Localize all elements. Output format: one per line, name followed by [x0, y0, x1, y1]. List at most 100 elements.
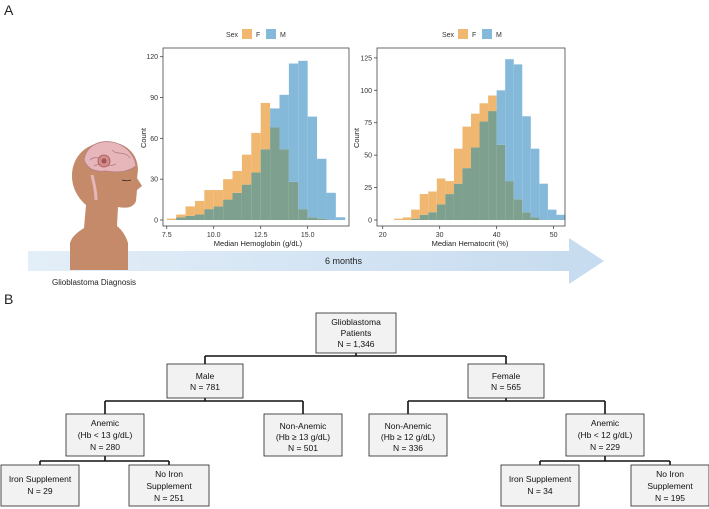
hemoglobin-bar-f-8: [241, 154, 252, 185]
panel-label-a: A: [4, 2, 14, 18]
hemoglobin-bar-m-17: [326, 192, 336, 220]
hemoglobin-bar-overlap-12: [279, 149, 289, 220]
hematocrit-bar-overlap-15: [522, 212, 531, 220]
hematocrit-bar-f-11: [488, 95, 497, 112]
hemoglobin-xtick-label-0: 7.5: [162, 232, 172, 239]
hemoglobin-bar-f-6: [223, 179, 233, 200]
male-line-1: Male: [196, 371, 215, 381]
female-anemic-line-1: Anemic: [591, 418, 620, 428]
hematocrit-bar-overlap-3: [419, 214, 429, 220]
hemoglobin-ytick-label-1: 30: [150, 177, 158, 184]
hemoglobin-legend-m-swatch: [266, 29, 276, 39]
hematocrit-bar-overlap-5: [436, 204, 446, 220]
hemoglobin-bar-overlap-9: [251, 172, 261, 220]
female-anemic-line-3: N = 229: [590, 442, 620, 452]
hematocrit-legend-m-label: M: [496, 32, 502, 39]
hemoglobin-bar-overlap-15: [307, 217, 318, 220]
male-nonanemic-node: Non-Anemic (Hb ≥ 13 g/dL) N = 501: [263, 413, 343, 457]
hematocrit-bar-f-9: [471, 113, 480, 148]
hemoglobin-bar-m-15: [307, 116, 318, 218]
hematocrit-bar-overlap-4: [428, 212, 437, 220]
hematocrit-bar-overlap-7: [453, 183, 463, 220]
hemoglobin-legend-title: Sex: [226, 32, 239, 39]
female-anemic-line-2: (Hb < 12 g/dL): [578, 430, 633, 440]
hemoglobin-bar-m-18: [335, 217, 346, 220]
female-noiron-line-2: Supplement: [647, 481, 693, 491]
male-node: Male N = 781: [166, 363, 244, 399]
female-nonanemic-line-2: (Hb ≥ 12 g/dL): [381, 432, 435, 442]
hemoglobin-ytick-label-2: 60: [150, 136, 158, 143]
hemoglobin-bar-overlap-13: [288, 181, 299, 220]
female-nonanemic-line-1: Non-Anemic: [385, 421, 433, 431]
hemoglobin-legend-m-label: M: [280, 32, 286, 39]
female-noiron-node: No Iron Supplement N = 195: [630, 464, 709, 507]
hematocrit-bar-m-15: [522, 116, 531, 213]
female-line-1: Female: [492, 371, 521, 381]
hematocrit-bar-overlap-2: [411, 218, 420, 220]
female-node: Female N = 565: [467, 363, 545, 399]
hemoglobin-legend-f-swatch: [242, 29, 252, 39]
male-line-2: N = 781: [190, 382, 220, 392]
hemoglobin-bar-overlap-10: [260, 149, 271, 220]
female-noiron-line-1: No Iron: [656, 469, 684, 479]
hemoglobin-xtick-label-2: 12.5: [254, 232, 268, 239]
hemoglobin-bar-m-12: [279, 94, 289, 150]
hematocrit-ytick-label-2: 50: [364, 153, 372, 160]
hematocrit-legend-m-swatch: [482, 29, 492, 39]
hemoglobin-bar-f-1: [176, 214, 186, 218]
hematocrit-bar-f-7: [453, 148, 463, 184]
female-nonanemic-line-3: N = 336: [393, 443, 423, 453]
hematocrit-bar-m-16: [530, 148, 540, 218]
hemoglobin-bar-overlap-14: [298, 209, 308, 220]
hemoglobin-bar-f-10: [260, 102, 271, 150]
hematocrit-ytick-label-4: 100: [360, 88, 372, 95]
hematocrit-bar-m-19: [556, 214, 565, 220]
hematocrit-bar-overlap-10: [479, 121, 489, 220]
hematocrit-bar-f-2: [411, 209, 420, 219]
hematocrit-bar-overlap-12: [496, 144, 506, 220]
hematocrit-bar-overlap-11: [488, 111, 497, 220]
hemoglobin-xlabel: Median Hemoglobin (g/dL): [214, 239, 303, 248]
tree-connectors: [39, 353, 671, 465]
hemoglobin-bar-f-5: [213, 190, 224, 207]
hematocrit-bar-m-18: [547, 209, 557, 220]
hemoglobin-histogram: Median Hemoglobin (g/dL) Count Sex F M 0…: [139, 29, 350, 248]
hematocrit-bar-overlap-8: [462, 168, 471, 220]
female-iron-line-2: N = 34: [527, 486, 553, 496]
hematocrit-bar-overlap-16: [530, 217, 540, 220]
hematocrit-histogram: Median Hematocrit (%) Count Sex F M 0 25 5…: [352, 29, 566, 248]
female-anemic-node: Anemic (Hb < 12 g/dL) N = 229: [565, 413, 645, 457]
hematocrit-bar-f-4: [428, 191, 437, 213]
hematocrit-bar-m-13: [505, 59, 514, 182]
hemoglobin-ytick-label-4: 120: [146, 54, 158, 61]
male-nonanemic-line-3: N = 501: [288, 443, 318, 453]
hemoglobin-bar-overlap-8: [241, 184, 252, 220]
hematocrit-bar-overlap-9: [471, 147, 480, 220]
hematocrit-bar-f-1: [402, 217, 412, 220]
hematocrit-bar-f-8: [462, 126, 471, 169]
hemoglobin-xtick-label-1: 10.0: [207, 232, 221, 239]
hematocrit-bar-m-17: [539, 183, 548, 220]
hemoglobin-bar-overlap-4: [204, 209, 214, 220]
hemoglobin-bar-f-0: [166, 218, 177, 220]
female-nonanemic-node: Non-Anemic (Hb ≥ 12 g/dL) N = 336: [368, 413, 448, 457]
hemoglobin-bar-overlap-3: [194, 214, 205, 220]
male-anemic-line-2: (Hb < 13 g/dL): [78, 430, 133, 440]
male-iron-node: Iron Supplement N = 29: [0, 464, 80, 507]
hemoglobin-bar-m-13: [288, 63, 299, 182]
timeline-duration-label: 6 months: [325, 256, 363, 266]
hemoglobin-bar-f-9: [251, 132, 261, 173]
hemoglobin-bar-overlap-1: [176, 217, 186, 220]
hematocrit-bar-overlap-14: [513, 199, 523, 220]
hemoglobin-bar-f-3: [194, 200, 205, 215]
hematocrit-bar-f-6: [445, 181, 454, 195]
female-iron-line-1: Iron Supplement: [509, 474, 572, 484]
hematocrit-bar-f-3: [419, 194, 429, 215]
female-noiron-line-3: N = 195: [655, 493, 685, 503]
hematocrit-ytick-label-0: 0: [368, 218, 372, 225]
hematocrit-xtick-label-0: 20: [379, 232, 387, 239]
male-noiron-node: No Iron Supplement N = 251: [128, 464, 210, 507]
male-anemic-node: Anemic (Hb < 13 g/dL) N = 280: [65, 413, 145, 457]
hemoglobin-ylabel: Count: [139, 127, 148, 148]
hematocrit-legend-title: Sex: [442, 32, 455, 39]
